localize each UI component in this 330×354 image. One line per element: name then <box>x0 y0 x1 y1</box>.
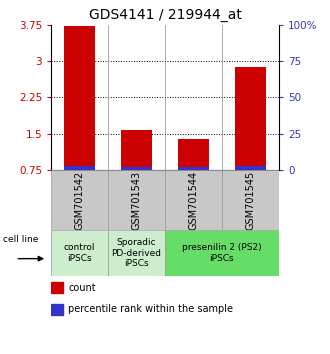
Bar <box>222 170 279 230</box>
Bar <box>108 170 165 230</box>
Bar <box>51 282 63 293</box>
Title: GDS4141 / 219944_at: GDS4141 / 219944_at <box>88 8 242 22</box>
Bar <box>235 166 266 170</box>
Bar <box>121 166 152 170</box>
Text: control
iPSCs: control iPSCs <box>64 244 95 263</box>
Bar <box>121 130 152 170</box>
Text: percentile rank within the sample: percentile rank within the sample <box>68 304 233 314</box>
Bar <box>64 166 95 170</box>
Bar <box>64 26 95 170</box>
Text: GSM701544: GSM701544 <box>188 170 198 230</box>
Bar <box>51 304 63 315</box>
Text: GSM701545: GSM701545 <box>246 170 255 230</box>
Bar <box>165 230 279 276</box>
Text: GSM701543: GSM701543 <box>132 170 142 230</box>
Text: count: count <box>68 282 96 293</box>
Text: cell line: cell line <box>3 235 38 244</box>
Text: presenilin 2 (PS2)
iPSCs: presenilin 2 (PS2) iPSCs <box>182 244 262 263</box>
Bar <box>108 230 165 276</box>
Text: GSM701542: GSM701542 <box>75 170 84 230</box>
Bar <box>235 67 266 170</box>
Bar <box>178 139 209 170</box>
Bar <box>51 230 108 276</box>
Bar <box>178 166 209 170</box>
Bar <box>51 170 108 230</box>
Bar <box>165 170 222 230</box>
Text: Sporadic
PD-derived
iPSCs: Sporadic PD-derived iPSCs <box>112 238 162 268</box>
